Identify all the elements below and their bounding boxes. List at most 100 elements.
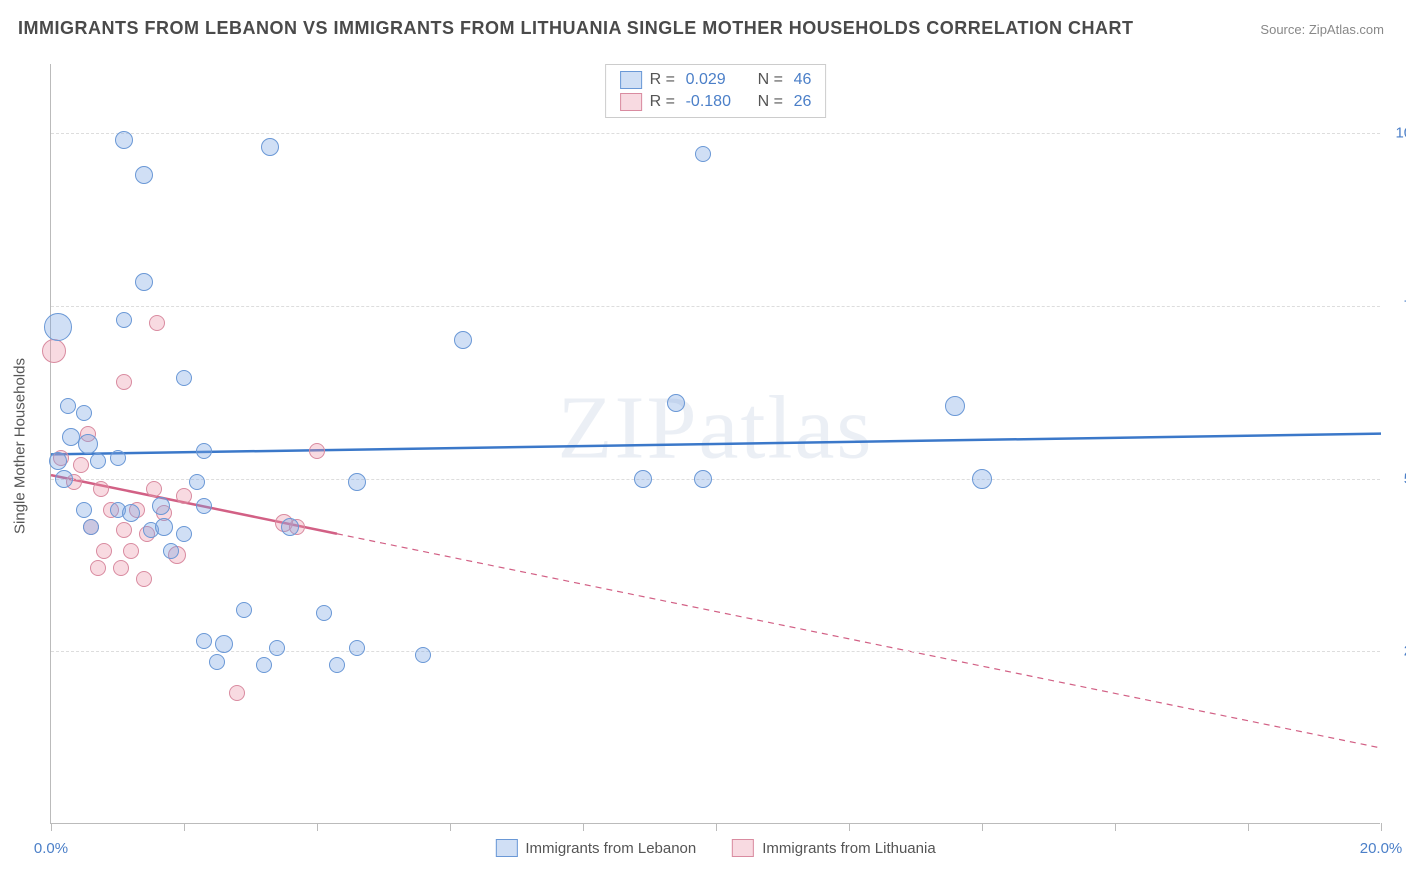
data-point-lebanon	[281, 518, 299, 536]
data-point-lithuania	[149, 315, 165, 331]
y-axis-title: Single Mother Households	[12, 358, 29, 534]
data-point-lithuania	[90, 560, 106, 576]
data-point-lebanon	[945, 396, 965, 416]
x-tick	[450, 823, 451, 831]
data-point-lebanon	[256, 657, 272, 673]
data-point-lithuania	[229, 685, 245, 701]
data-point-lithuania	[116, 522, 132, 538]
data-point-lebanon	[176, 370, 192, 386]
x-tick-label: 20.0%	[1360, 840, 1403, 857]
x-tick	[1381, 823, 1382, 831]
trend-lines	[51, 64, 1380, 823]
correlation-chart: IMMIGRANTS FROM LEBANON VS IMMIGRANTS FR…	[0, 0, 1406, 892]
data-point-lebanon	[135, 273, 153, 291]
x-tick	[583, 823, 584, 831]
x-tick	[982, 823, 983, 831]
data-point-lithuania	[176, 488, 192, 504]
data-point-lebanon	[695, 146, 711, 162]
r-label: R =	[650, 71, 678, 89]
x-tick	[184, 823, 185, 831]
legend-swatch	[620, 71, 642, 89]
legend-row: R = 0.029 N = 46	[620, 69, 812, 91]
data-point-lebanon	[110, 450, 126, 466]
legend-item: Immigrants from Lebanon	[495, 839, 696, 857]
gridline	[51, 651, 1380, 652]
r-value: 0.029	[686, 71, 750, 89]
data-point-lithuania	[309, 443, 325, 459]
data-point-lebanon	[83, 519, 99, 535]
legend-swatch	[732, 839, 754, 857]
x-tick-label: 0.0%	[34, 840, 68, 857]
legend-swatch	[495, 839, 517, 857]
data-point-lebanon	[634, 470, 652, 488]
data-point-lithuania	[73, 457, 89, 473]
data-point-lithuania	[96, 543, 112, 559]
data-point-lebanon	[196, 443, 212, 459]
data-point-lebanon	[348, 473, 366, 491]
data-point-lebanon	[349, 640, 365, 656]
chart-title: IMMIGRANTS FROM LEBANON VS IMMIGRANTS FR…	[18, 18, 1133, 39]
n-value: 46	[794, 71, 812, 89]
data-point-lebanon	[49, 452, 67, 470]
data-point-lebanon	[76, 405, 92, 421]
data-point-lithuania	[93, 481, 109, 497]
data-point-lebanon	[135, 166, 153, 184]
source-attribution: Source: ZipAtlas.com	[1260, 22, 1384, 37]
x-tick	[716, 823, 717, 831]
data-point-lebanon	[316, 605, 332, 621]
data-point-lebanon	[454, 331, 472, 349]
x-tick	[1248, 823, 1249, 831]
legend-label: Immigrants from Lithuania	[762, 840, 935, 857]
data-point-lebanon	[329, 657, 345, 673]
r-value: -0.180	[686, 93, 750, 111]
legend-item: Immigrants from Lithuania	[732, 839, 935, 857]
data-point-lithuania	[123, 543, 139, 559]
legend-label: Immigrants from Lebanon	[525, 840, 696, 857]
data-point-lithuania	[146, 481, 162, 497]
data-point-lebanon	[152, 497, 170, 515]
x-tick	[1115, 823, 1116, 831]
source-label: Source:	[1260, 22, 1305, 37]
n-label: N =	[758, 71, 786, 89]
data-point-lebanon	[76, 502, 92, 518]
data-point-lebanon	[667, 394, 685, 412]
data-point-lebanon	[122, 504, 140, 522]
r-label: R =	[650, 93, 678, 111]
data-point-lebanon	[236, 602, 252, 618]
data-point-lebanon	[269, 640, 285, 656]
data-point-lebanon	[90, 453, 106, 469]
data-point-lithuania	[136, 571, 152, 587]
x-tick	[51, 823, 52, 831]
plot-area: ZIPatlas R =0.029N =46R =-0.180N =26 Imm…	[50, 64, 1380, 824]
data-point-lithuania	[113, 560, 129, 576]
source-value: ZipAtlas.com	[1309, 22, 1384, 37]
y-tick-label: 10.0%	[1395, 125, 1406, 142]
data-point-lebanon	[215, 635, 233, 653]
data-point-lebanon	[415, 647, 431, 663]
data-point-lebanon	[261, 138, 279, 156]
data-point-lebanon	[694, 470, 712, 488]
data-point-lithuania	[116, 374, 132, 390]
data-point-lebanon	[115, 131, 133, 149]
data-point-lebanon	[60, 398, 76, 414]
data-point-lebanon	[163, 543, 179, 559]
series-legend: Immigrants from Lebanon Immigrants from L…	[495, 839, 935, 857]
data-point-lebanon	[116, 312, 132, 328]
data-point-lebanon	[189, 474, 205, 490]
data-point-lebanon	[176, 526, 192, 542]
n-value: 26	[794, 93, 812, 111]
legend-row: R =-0.180N =26	[620, 91, 812, 113]
correlation-legend: R =0.029N =46R =-0.180N =26	[605, 64, 827, 118]
data-point-lebanon	[972, 469, 992, 489]
gridline	[51, 479, 1380, 480]
data-point-lebanon	[44, 313, 72, 341]
x-tick	[317, 823, 318, 831]
data-point-lithuania	[42, 339, 66, 363]
x-tick	[849, 823, 850, 831]
data-point-lebanon	[155, 518, 173, 536]
legend-swatch	[620, 93, 642, 111]
data-point-lebanon	[55, 470, 73, 488]
gridline	[51, 133, 1380, 134]
gridline	[51, 306, 1380, 307]
data-point-lebanon	[78, 434, 98, 454]
